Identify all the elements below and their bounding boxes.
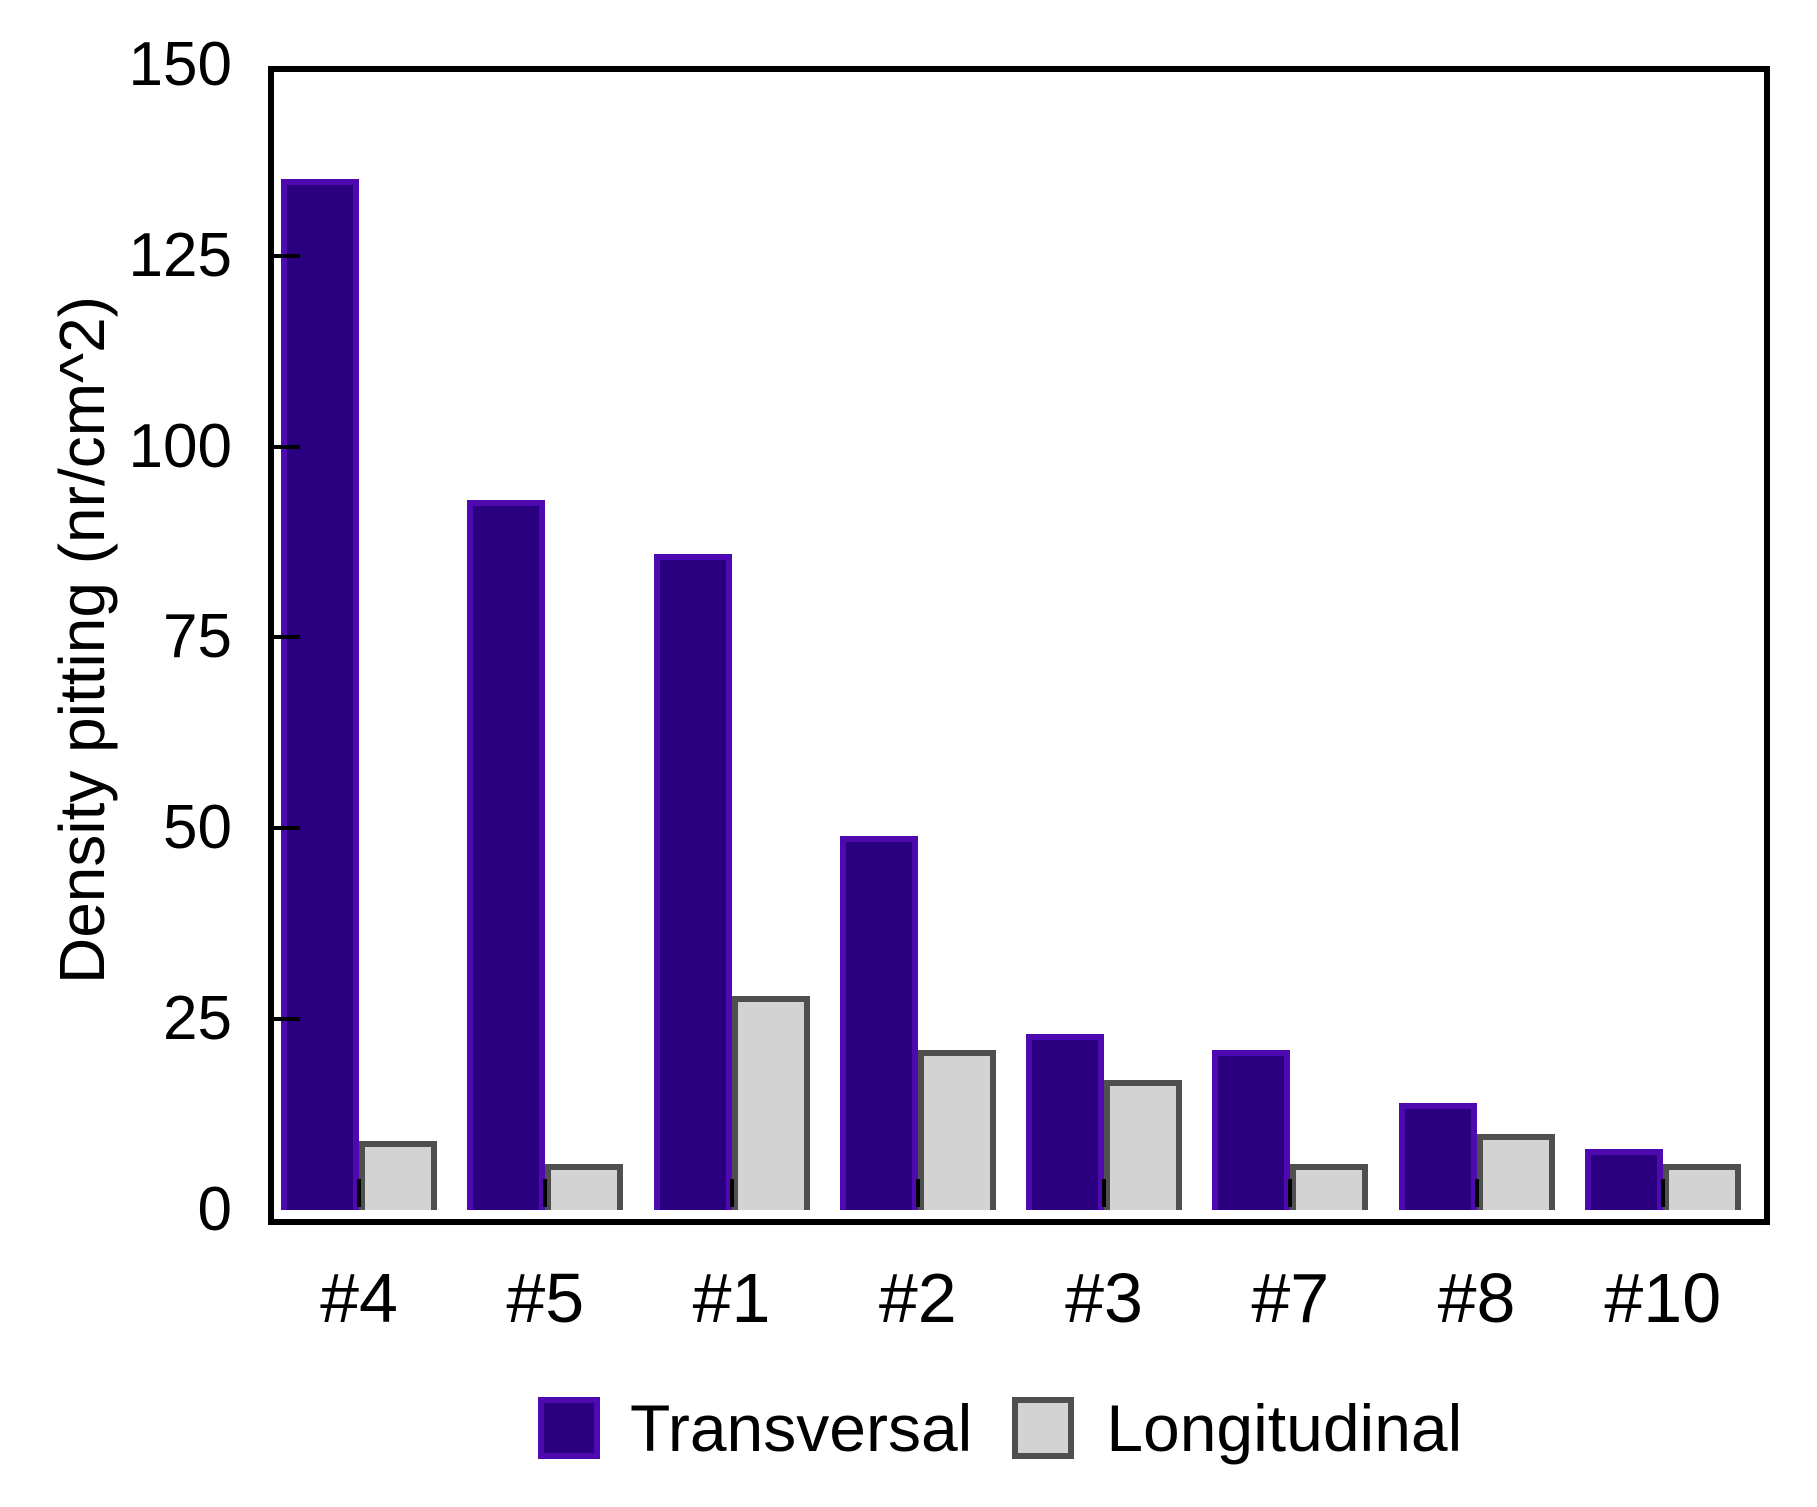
bar-transversal-5 <box>467 500 546 1210</box>
bar-longitudinal-1 <box>731 996 810 1210</box>
legend-label-transversal: Transversal <box>630 1391 973 1465</box>
x-axis-label-10: #10 <box>1604 1259 1722 1337</box>
x-tick-mark-3 <box>1102 1179 1106 1207</box>
bar-transversal-10 <box>1584 1149 1663 1210</box>
legend-swatch-longitudinal <box>1012 1397 1075 1459</box>
y-tick-label-75: 75 <box>163 602 232 671</box>
y-tick-label-150: 150 <box>128 30 232 99</box>
y-tick-label-25: 25 <box>163 984 232 1053</box>
x-axis-label-8: #8 <box>1437 1259 1516 1337</box>
y-tick-mark-125 <box>268 254 300 258</box>
y-tick-mark-75 <box>268 635 300 639</box>
y-tick-mark-100 <box>268 445 300 449</box>
x-tick-mark-10 <box>1660 1179 1665 1207</box>
bar-transversal-2 <box>839 836 918 1210</box>
legend-swatch-transversal <box>538 1397 600 1459</box>
legend: Transversal Longitudinal <box>538 1393 1462 1463</box>
bar-longitudinal-7 <box>1290 1164 1369 1210</box>
x-tick-mark-8 <box>1474 1179 1479 1207</box>
x-axis-label-4: #4 <box>320 1259 398 1337</box>
x-tick-mark-4 <box>357 1179 361 1207</box>
x-tick-mark-7 <box>1288 1179 1293 1207</box>
bar-longitudinal-8 <box>1476 1134 1555 1210</box>
x-axis-label-7: #7 <box>1251 1259 1330 1337</box>
y-tick-mark-25 <box>268 1017 300 1021</box>
y-tick-label-100: 100 <box>128 412 232 481</box>
y-tick-label-50: 50 <box>163 793 232 862</box>
bar-transversal-1 <box>653 554 732 1210</box>
bar-longitudinal-5 <box>545 1164 624 1210</box>
x-axis-label-2: #2 <box>878 1259 957 1337</box>
x-tick-mark-2 <box>915 1179 920 1207</box>
x-axis-label-1: #1 <box>692 1259 771 1337</box>
bar-longitudinal-3 <box>1104 1080 1182 1210</box>
bar-longitudinal-10 <box>1662 1164 1741 1210</box>
x-tick-mark-1 <box>729 1179 734 1207</box>
x-axis-label-5: #5 <box>506 1259 585 1337</box>
y-tick-label-0: 0 <box>197 1175 232 1244</box>
bar-transversal-8 <box>1398 1103 1477 1210</box>
bar-transversal-7 <box>1212 1050 1291 1210</box>
y-tick-mark-50 <box>268 826 300 830</box>
bar-longitudinal-4 <box>359 1141 437 1210</box>
x-axis-label-3: #3 <box>1065 1259 1143 1337</box>
bar-transversal-4 <box>281 179 359 1210</box>
x-tick-mark-5 <box>543 1179 548 1207</box>
bar-transversal-3 <box>1026 1034 1104 1210</box>
y-tick-label-125: 125 <box>128 221 232 290</box>
bar-longitudinal-2 <box>917 1050 996 1210</box>
legend-label-longitudinal: Longitudinal <box>1106 1391 1463 1465</box>
